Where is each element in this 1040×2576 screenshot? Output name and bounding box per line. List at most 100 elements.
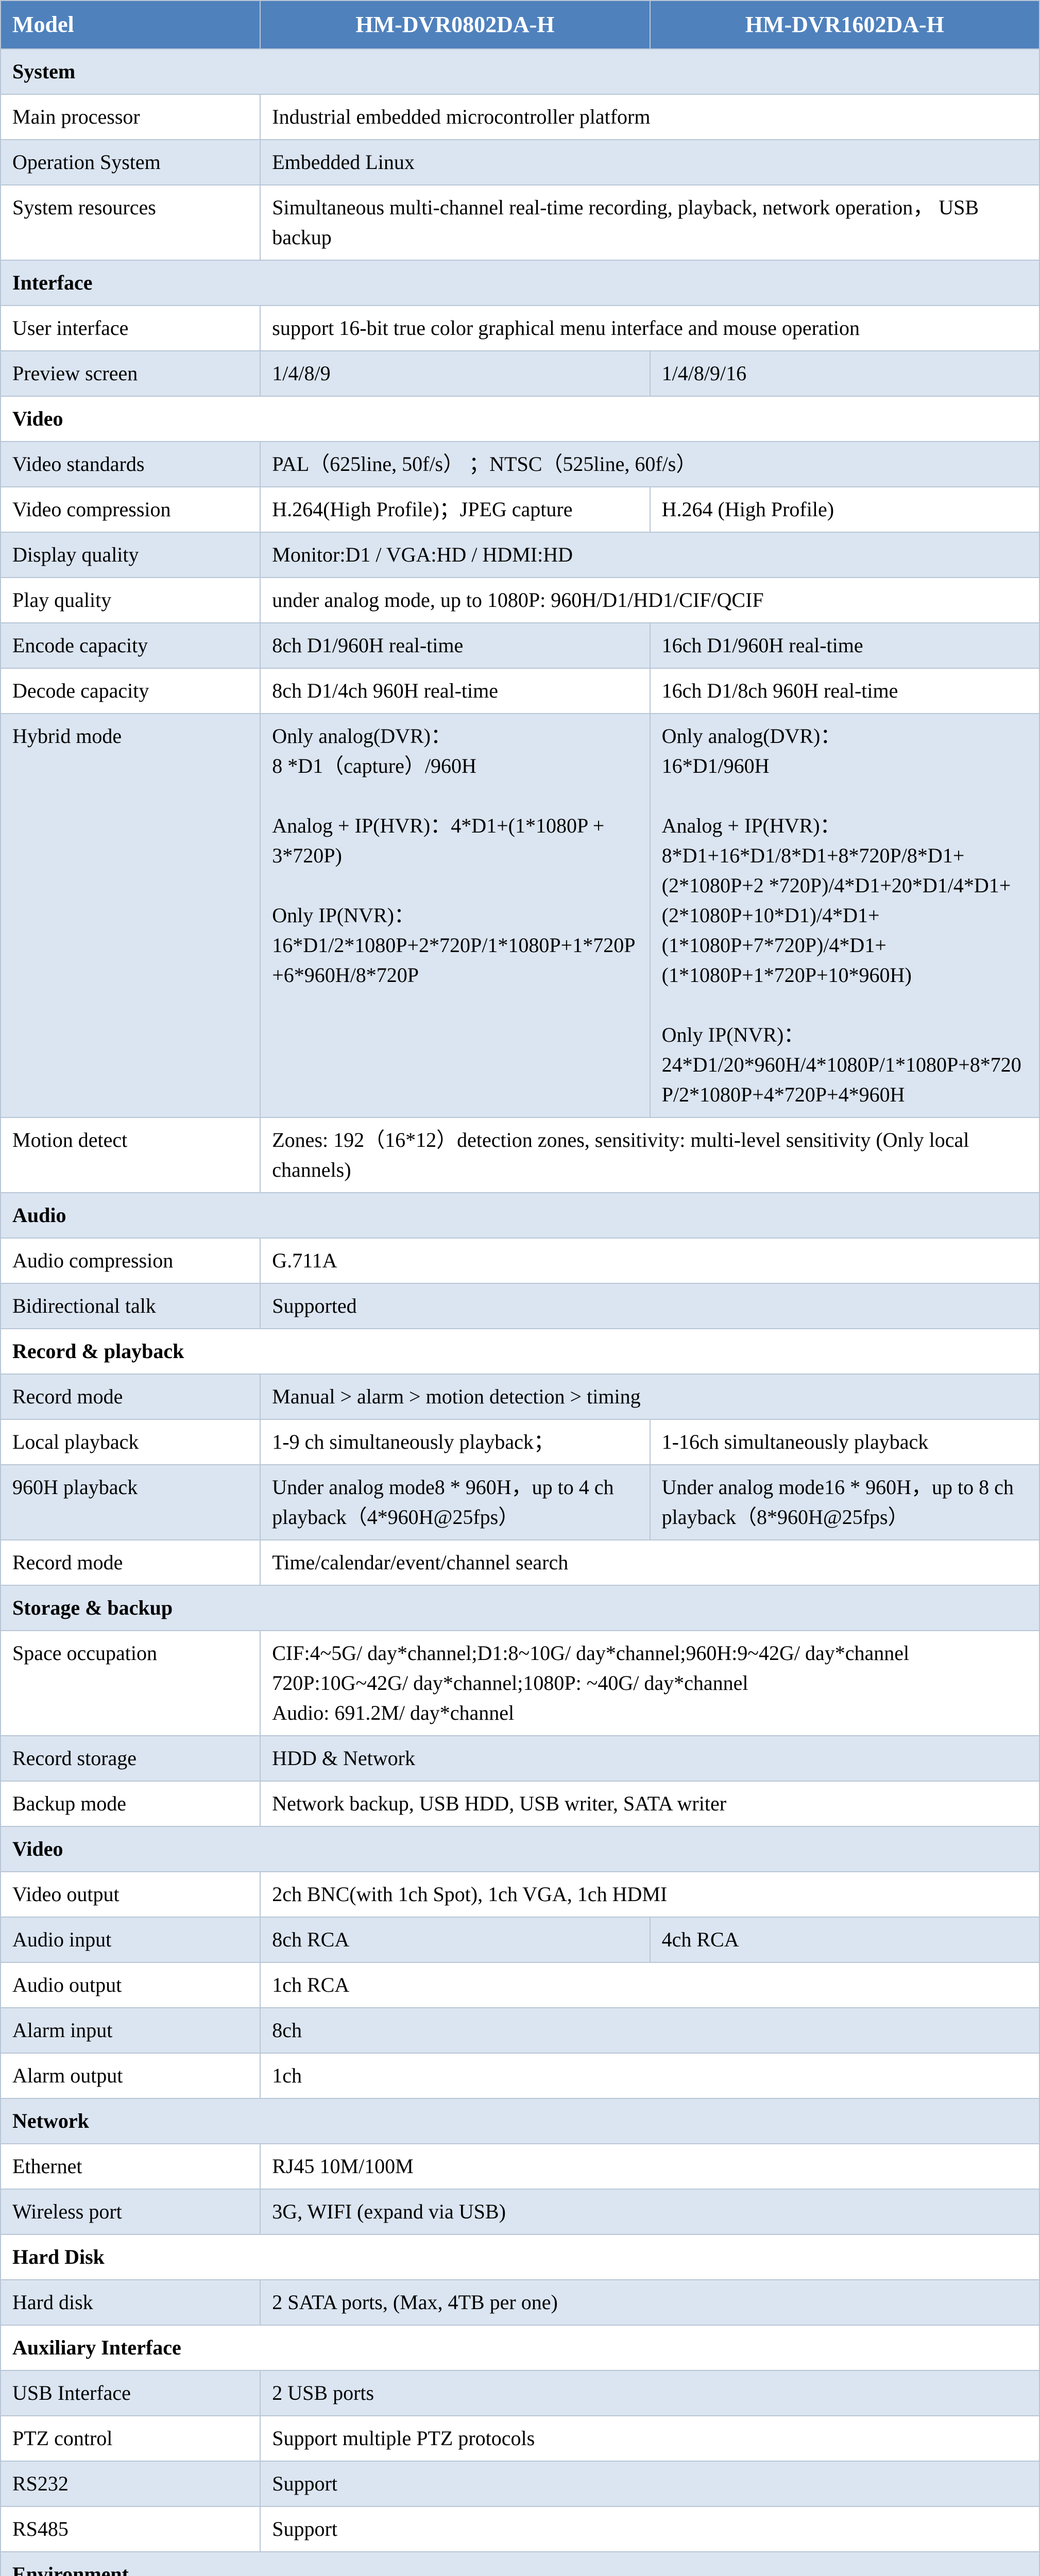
val-display-quality: Monitor:D1 / VGA:HD / HDMI:HD bbox=[260, 532, 1039, 578]
label-record-mode: Record mode bbox=[1, 1374, 260, 1419]
row-alarm-input: Alarm input 8ch bbox=[1, 2008, 1039, 2053]
row-decode-capacity: Decode capacity 8ch D1/4ch 960H real-tim… bbox=[1, 668, 1039, 714]
row-bidirectional-talk: Bidirectional talk Supported bbox=[1, 1283, 1039, 1329]
section-record-playback: Record & playback bbox=[1, 1329, 1039, 1374]
val-encode-capacity-a: 8ch D1/960H real-time bbox=[260, 623, 650, 668]
val-space-occupation: CIF:4~5G/ day*channel;D1:8~10G/ day*chan… bbox=[260, 1631, 1039, 1736]
val-local-playback-b: 1-16ch simultaneously playback bbox=[650, 1419, 1039, 1465]
label-audio-output: Audio output bbox=[1, 1962, 260, 2008]
val-ethernet: RJ45 10M/100M bbox=[260, 2144, 1039, 2189]
row-record-storage: Record storage HDD & Network bbox=[1, 1736, 1039, 1781]
label-play-quality: Play quality bbox=[1, 578, 260, 623]
val-play-quality: under analog mode, up to 1080P: 960H/D1/… bbox=[260, 578, 1039, 623]
val-hard-disk: 2 SATA ports, (Max, 4TB per one) bbox=[260, 2280, 1039, 2325]
section-aux-interface: Auxiliary Interface bbox=[1, 2325, 1039, 2370]
row-audio-output: Audio output 1ch RCA bbox=[1, 1962, 1039, 2008]
section-video2-label: Video bbox=[1, 1826, 1039, 1872]
row-usb-interface: USB Interface 2 USB ports bbox=[1, 2370, 1039, 2416]
val-video-standards: PAL（625line, 50f/s） ；NTSC（525line, 60f/s… bbox=[260, 442, 1039, 487]
row-record-mode2: Record mode Time/calendar/event/channel … bbox=[1, 1540, 1039, 1585]
row-video-standards: Video standards PAL（625line, 50f/s） ；NTS… bbox=[1, 442, 1039, 487]
row-audio-input: Audio input 8ch RCA 4ch RCA bbox=[1, 1917, 1039, 1962]
label-space-occupation: Space occupation bbox=[1, 1631, 260, 1736]
row-main-processor: Main processor Industrial embedded micro… bbox=[1, 94, 1039, 140]
row-play-quality: Play quality under analog mode, up to 10… bbox=[1, 578, 1039, 623]
val-preview-screen-b: 1/4/8/9/16 bbox=[650, 351, 1039, 396]
label-wireless-port: Wireless port bbox=[1, 2189, 260, 2234]
val-backup-mode: Network backup, USB HDD, USB writer, SAT… bbox=[260, 1781, 1039, 1826]
section-video: Video bbox=[1, 396, 1039, 442]
val-operation-system: Embedded Linux bbox=[260, 140, 1039, 185]
val-960h-playback-b: Under analog mode16 * 960H，up to 8 ch pl… bbox=[650, 1465, 1039, 1540]
val-rs485: Support bbox=[260, 2506, 1039, 2552]
val-audio-output: 1ch RCA bbox=[260, 1962, 1039, 2008]
val-alarm-output: 1ch bbox=[260, 2053, 1039, 2098]
section-environment: Environment bbox=[1, 2552, 1039, 2576]
val-main-processor: Industrial embedded microcontroller plat… bbox=[260, 94, 1039, 140]
row-system-resources: System resources Simultaneous multi-chan… bbox=[1, 185, 1039, 260]
section-hard-disk: Hard Disk bbox=[1, 2234, 1039, 2280]
row-encode-capacity: Encode capacity 8ch D1/960H real-time 16… bbox=[1, 623, 1039, 668]
label-record-mode2: Record mode bbox=[1, 1540, 260, 1585]
val-rs232: Support bbox=[260, 2461, 1039, 2506]
row-video-compression: Video compression H.264(High Profile)；JP… bbox=[1, 487, 1039, 532]
section-storage-backup: Storage & backup bbox=[1, 1585, 1039, 1631]
label-audio-input: Audio input bbox=[1, 1917, 260, 1962]
label-ptz-control: PTZ control bbox=[1, 2416, 260, 2461]
val-audio-input-b: 4ch RCA bbox=[650, 1917, 1039, 1962]
section-record-playback-label: Record & playback bbox=[1, 1329, 1039, 1374]
label-ethernet: Ethernet bbox=[1, 2144, 260, 2189]
val-hybrid-mode-b: Only analog(DVR)： 16*D1/960H Analog + IP… bbox=[650, 714, 1039, 1117]
val-decode-capacity-a: 8ch D1/4ch 960H real-time bbox=[260, 668, 650, 714]
label-bidirectional-talk: Bidirectional talk bbox=[1, 1283, 260, 1329]
row-preview-screen: Preview screen 1/4/8/9 1/4/8/9/16 bbox=[1, 351, 1039, 396]
header-model-a: HM-DVR0802DA-H bbox=[260, 1, 650, 49]
label-video-output: Video output bbox=[1, 1872, 260, 1917]
label-local-playback: Local playback bbox=[1, 1419, 260, 1465]
val-preview-screen-a: 1/4/8/9 bbox=[260, 351, 650, 396]
header-model-label: Model bbox=[1, 1, 260, 49]
val-wireless-port: 3G, WIFI (expand via USB) bbox=[260, 2189, 1039, 2234]
row-display-quality: Display quality Monitor:D1 / VGA:HD / HD… bbox=[1, 532, 1039, 578]
val-alarm-input: 8ch bbox=[260, 2008, 1039, 2053]
val-user-interface: support 16-bit true color graphical menu… bbox=[260, 306, 1039, 351]
row-ethernet: Ethernet RJ45 10M/100M bbox=[1, 2144, 1039, 2189]
label-motion-detect: Motion detect bbox=[1, 1117, 260, 1193]
label-hard-disk: Hard disk bbox=[1, 2280, 260, 2325]
section-aux-interface-label: Auxiliary Interface bbox=[1, 2325, 1039, 2370]
row-960h-playback: 960H playback Under analog mode8 * 960H，… bbox=[1, 1465, 1039, 1540]
label-960h-playback: 960H playback bbox=[1, 1465, 260, 1540]
val-local-playback-a: 1-9 ch simultaneously playback； bbox=[260, 1419, 650, 1465]
val-audio-input-a: 8ch RCA bbox=[260, 1917, 650, 1962]
section-video-label: Video bbox=[1, 396, 1039, 442]
row-space-occupation: Space occupation CIF:4~5G/ day*channel;D… bbox=[1, 1631, 1039, 1736]
label-display-quality: Display quality bbox=[1, 532, 260, 578]
val-record-storage: HDD & Network bbox=[260, 1736, 1039, 1781]
val-960h-playback-a: Under analog mode8 * 960H，up to 4 ch pla… bbox=[260, 1465, 650, 1540]
label-operation-system: Operation System bbox=[1, 140, 260, 185]
val-video-compression-a: H.264(High Profile)；JPEG capture bbox=[260, 487, 650, 532]
val-ptz-control: Support multiple PTZ protocols bbox=[260, 2416, 1039, 2461]
row-operation-system: Operation System Embedded Linux bbox=[1, 140, 1039, 185]
label-video-compression: Video compression bbox=[1, 487, 260, 532]
label-main-processor: Main processor bbox=[1, 94, 260, 140]
label-video-standards: Video standards bbox=[1, 442, 260, 487]
val-system-resources: Simultaneous multi-channel real-time rec… bbox=[260, 185, 1039, 260]
val-record-mode2: Time/calendar/event/channel search bbox=[260, 1540, 1039, 1585]
label-rs232: RS232 bbox=[1, 2461, 260, 2506]
row-audio-compression: Audio compression G.711A bbox=[1, 1238, 1039, 1283]
label-rs485: RS485 bbox=[1, 2506, 260, 2552]
val-bidirectional-talk: Supported bbox=[260, 1283, 1039, 1329]
spec-table: Model HM-DVR0802DA-H HM-DVR1602DA-H Syst… bbox=[0, 0, 1040, 2576]
section-interface-label: Interface bbox=[1, 260, 1039, 306]
val-encode-capacity-b: 16ch D1/960H real-time bbox=[650, 623, 1039, 668]
section-hard-disk-label: Hard Disk bbox=[1, 2234, 1039, 2280]
section-audio-label: Audio bbox=[1, 1193, 1039, 1238]
row-local-playback: Local playback 1-9 ch simultaneously pla… bbox=[1, 1419, 1039, 1465]
section-storage-backup-label: Storage & backup bbox=[1, 1585, 1039, 1631]
header-row: Model HM-DVR0802DA-H HM-DVR1602DA-H bbox=[1, 1, 1039, 49]
label-alarm-output: Alarm output bbox=[1, 2053, 260, 2098]
header-model-b: HM-DVR1602DA-H bbox=[650, 1, 1039, 49]
section-environment-label: Environment bbox=[1, 2552, 1039, 2576]
section-network-label: Network bbox=[1, 2098, 1039, 2144]
